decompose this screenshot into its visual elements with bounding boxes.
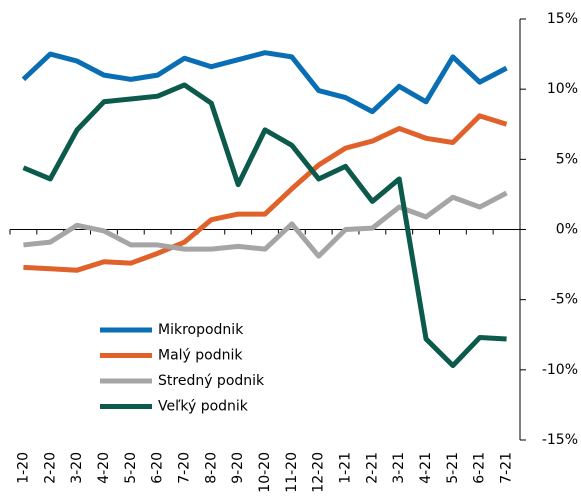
series-line	[22, 82, 507, 369]
x-tick-label: 2-20	[42, 452, 58, 484]
x-tick-label: 10-20	[257, 452, 273, 493]
x-tick-label: 4-21	[418, 452, 434, 484]
x-tick-label: 5-21	[445, 452, 461, 484]
x-tick-label: 7-20	[176, 452, 192, 484]
legend-label: Veľký podnik	[158, 399, 249, 415]
legend-label: Stredný podnik	[158, 373, 265, 389]
y-tick-label: 5%	[556, 151, 578, 167]
x-tick-label: 1-20	[15, 452, 31, 484]
x-tick-label: 2-21	[364, 452, 380, 484]
x-tick-label: 5-20	[123, 452, 139, 484]
x-tick-label: 8-20	[203, 452, 219, 484]
y-tick-label: 10%	[547, 81, 578, 97]
y-tick-label: -15%	[542, 432, 578, 448]
x-tick-label: 3-20	[69, 452, 85, 484]
legend-label: Malý podnik	[158, 348, 243, 364]
x-tick-label: 9-20	[230, 452, 246, 484]
x-tick-label: 6-21	[472, 452, 488, 484]
series-line	[23, 190, 508, 259]
series-line	[21, 50, 508, 115]
legend-label: Mikropodnik	[158, 322, 244, 338]
x-tick-label: 11-20	[284, 452, 300, 493]
series-line	[23, 113, 508, 273]
x-tick-label: 7-21	[499, 452, 515, 484]
y-tick-label: -5%	[551, 292, 578, 308]
x-tick-label: 6-20	[150, 452, 166, 484]
y-tick-label: -10%	[542, 362, 578, 378]
y-tick-label: 15%	[547, 11, 578, 27]
x-tick-label: 1-21	[338, 452, 354, 484]
x-tick-label: 4-20	[96, 452, 112, 484]
x-tick-label: 12-20	[311, 452, 327, 493]
y-tick-label: 0%	[556, 222, 578, 238]
x-tick-label: 3-21	[391, 452, 407, 484]
